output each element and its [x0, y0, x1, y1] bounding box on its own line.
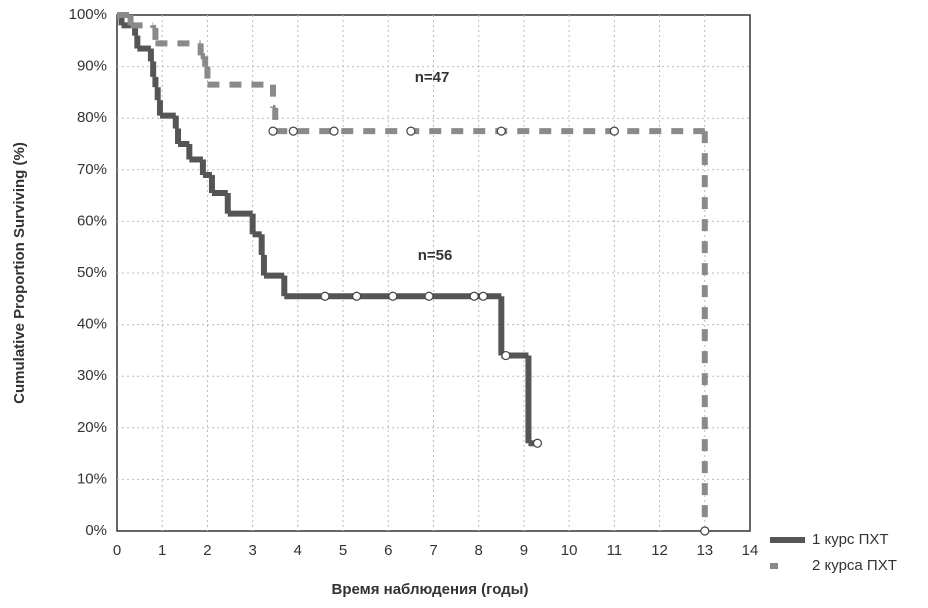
censored-mark	[268, 126, 278, 136]
censored-mark	[469, 291, 479, 301]
x-tick-label: 9	[520, 542, 528, 559]
x-tick-label: 7	[429, 542, 437, 559]
y-axis-label: Cumulative Proportion Surviving (%)	[11, 142, 28, 404]
y-tick-label: 70%	[77, 161, 107, 178]
censored-mark	[496, 126, 506, 136]
x-tick-label: 1	[158, 542, 166, 559]
x-tick-label: 14	[742, 542, 759, 559]
censored-mark	[288, 126, 298, 136]
censored-mark	[424, 291, 434, 301]
x-axis-label: Время наблюдения (годы)	[332, 581, 529, 598]
legend-label: 1 курс ПХТ	[812, 531, 889, 548]
y-tick-label: 100%	[69, 6, 107, 23]
y-tick-label: 40%	[77, 316, 107, 333]
y-tick-label: 50%	[77, 264, 107, 281]
legend-label: 2 курса ПХТ	[812, 557, 897, 574]
x-tick-label: 3	[248, 542, 256, 559]
censored-mark	[329, 126, 339, 136]
y-tick-label: 60%	[77, 212, 107, 229]
y-tick-label: 90%	[77, 58, 107, 75]
y-tick-label: 0%	[85, 522, 107, 539]
annotation: n=47	[415, 69, 450, 86]
censored-mark	[501, 350, 511, 361]
x-tick-label: 2	[203, 542, 211, 559]
censored-mark	[532, 438, 543, 448]
censored-mark	[406, 126, 416, 136]
censored-mark	[388, 291, 398, 301]
censored-mark	[609, 126, 619, 136]
annotation: n=56	[418, 247, 453, 264]
x-tick-label: 5	[339, 542, 347, 559]
x-tick-label: 8	[475, 542, 483, 559]
y-tick-label: 20%	[77, 419, 107, 436]
censored-mark	[478, 291, 488, 301]
x-tick-label: 6	[384, 542, 392, 559]
y-tick-label: 30%	[77, 367, 107, 384]
censored-mark	[320, 291, 330, 301]
y-tick-label: 80%	[77, 109, 107, 126]
x-tick-label: 11	[607, 542, 623, 559]
censored-mark	[700, 526, 710, 536]
x-tick-label: 0	[113, 542, 121, 559]
y-tick-label: 10%	[77, 470, 107, 487]
x-tick-label: 10	[561, 542, 578, 559]
x-tick-label: 13	[696, 542, 713, 559]
censored-mark	[352, 291, 362, 301]
x-tick-label: 4	[294, 542, 302, 559]
x-tick-label: 12	[651, 542, 668, 559]
